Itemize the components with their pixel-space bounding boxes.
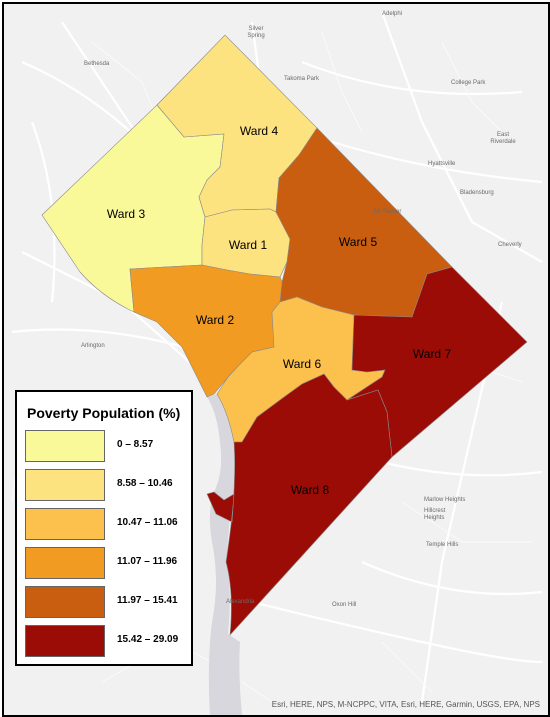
ward-4-label: Ward 4 bbox=[239, 124, 279, 138]
map-legend: Poverty Population (%) 0 – 8.57 8.58 – 1… bbox=[15, 390, 193, 666]
place-label: Mt Rainier bbox=[374, 209, 402, 215]
ward-1-label: Ward 1 bbox=[228, 238, 268, 252]
legend-item: 10.47 – 11.06 bbox=[25, 508, 190, 542]
place-label: Marlow Heights bbox=[424, 497, 466, 503]
legend-item: 11.97 – 15.41 bbox=[25, 586, 190, 620]
legend-swatch bbox=[25, 586, 105, 618]
place-label: Bethesda bbox=[84, 61, 110, 67]
legend-swatch bbox=[25, 625, 105, 657]
place-label: College Park bbox=[451, 80, 486, 86]
potomac-river bbox=[207, 394, 242, 715]
ward-7-label: Ward 7 bbox=[412, 347, 452, 361]
ward-8-area[interactable] bbox=[206, 373, 393, 636]
map-attribution: Esri, HERE, NPS, M-NCPPC, VITA, Esri, HE… bbox=[271, 700, 540, 709]
map-canvas[interactable] bbox=[4, 4, 548, 715]
ward-8-label: Ward 8 bbox=[290, 483, 330, 497]
legend-label: 15.42 – 29.09 bbox=[117, 634, 179, 645]
place-label: Bladensburg bbox=[460, 190, 494, 196]
legend-label: 11.07 – 11.96 bbox=[117, 556, 178, 567]
place-label: Hillcrest Heights bbox=[424, 508, 446, 521]
legend-swatch bbox=[25, 430, 105, 462]
legend-label: 0 – 8.57 bbox=[117, 439, 154, 450]
legend-swatch bbox=[25, 469, 105, 501]
legend-label: 11.97 – 15.41 bbox=[117, 595, 178, 606]
place-label: Hyattsville bbox=[428, 161, 456, 167]
legend-item: 8.58 – 10.46 bbox=[25, 469, 190, 503]
ward-3-label: Ward 3 bbox=[106, 207, 146, 221]
place-label: Arlington bbox=[81, 343, 105, 349]
ward-6-label: Ward 6 bbox=[282, 357, 322, 371]
ward-5-label: Ward 5 bbox=[338, 235, 378, 249]
legend-label: 10.47 – 11.06 bbox=[117, 517, 178, 528]
legend-item: 11.07 – 11.96 bbox=[25, 547, 190, 581]
place-label: Cheverly bbox=[498, 242, 522, 248]
ward-1-area[interactable] bbox=[201, 208, 291, 278]
legend-swatch bbox=[25, 547, 105, 579]
place-label: Oxon Hill bbox=[332, 602, 357, 608]
legend-label: 8.58 – 10.46 bbox=[117, 478, 173, 489]
place-label: Adelphi bbox=[382, 11, 403, 17]
legend-item: 15.42 – 29.09 bbox=[25, 625, 190, 659]
legend-swatch bbox=[25, 508, 105, 540]
place-label: Temple Hills bbox=[426, 542, 459, 548]
place-label: Silver Spring bbox=[247, 26, 265, 39]
place-label: Takoma Park bbox=[284, 76, 320, 82]
place-label: Alexandria bbox=[226, 599, 255, 605]
legend-item: 0 – 8.57 bbox=[25, 430, 190, 464]
ward-2-label: Ward 2 bbox=[195, 313, 235, 327]
place-label: East Riverdale bbox=[490, 132, 516, 145]
legend-title: Poverty Population (%) bbox=[27, 405, 181, 421]
